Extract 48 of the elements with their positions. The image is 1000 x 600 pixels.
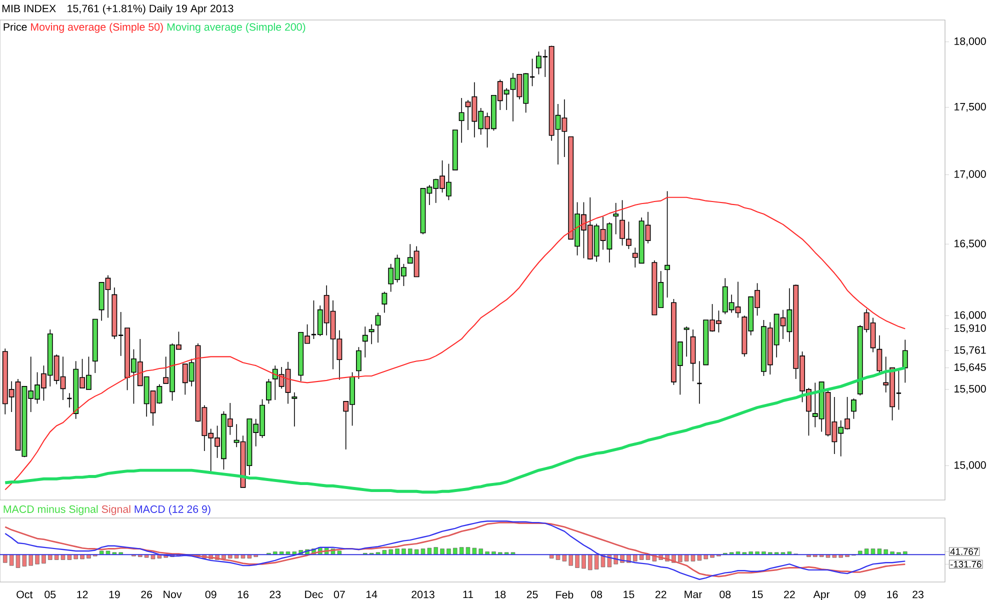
x-tick-label: 16 [238, 590, 248, 598]
x-tick-label: 2013 [412, 590, 434, 598]
y-tick-label: 15,000 [954, 461, 986, 470]
x-tick-label: Nov [164, 590, 182, 598]
x-tick-label: Dec [305, 590, 323, 598]
x-tick-label: 12 [77, 590, 88, 598]
x-tick-label: Oct [16, 590, 33, 598]
x-tick-label: 14 [366, 590, 378, 598]
text: Signal [102, 505, 130, 516]
y-tick-label: 16,000 [954, 311, 986, 320]
x-tick-label: 19 [109, 590, 120, 598]
x-tick-label: 07 [334, 590, 345, 598]
x-tick-label: 22 [655, 590, 666, 598]
x-tick-label: 05 [44, 590, 56, 598]
y-tick-label: -131.76 [950, 560, 982, 568]
x-tick-label: 08 [720, 590, 731, 598]
x-tick-label: 08 [591, 590, 602, 598]
x-tick-label: 26 [141, 590, 152, 598]
x-tick-label: 15 [624, 590, 634, 598]
x-tick-label: Feb [556, 590, 574, 599]
text: Moving average (Simple 50) [31, 22, 163, 33]
y-tick-label: 15,645 [954, 363, 986, 372]
y-tick-label: 15,761 [954, 346, 986, 356]
y-tick-label: 41.767 [950, 548, 978, 555]
x-tick-label: 23 [270, 590, 281, 598]
x-tick-label: Mar [684, 590, 702, 598]
text: Price [4, 22, 27, 31]
text: MACD (12 26 9) [134, 505, 210, 516]
x-tick-label: 25 [526, 590, 538, 598]
chart-subtitle: 15,761 (+1.81%) Daily 19 Apr 2013 [68, 4, 234, 14]
y-tick-label: 15,500 [954, 385, 986, 394]
x-tick-label: 16 [887, 590, 898, 598]
x-tick-label: 09 [854, 590, 866, 598]
x-tick-label: 11 [463, 590, 474, 598]
x-tick-label: 09 [205, 590, 216, 598]
x-tick-label: 15 [752, 590, 763, 598]
y-tick-label: 16,500 [954, 240, 986, 249]
x-tick-label: 22 [784, 590, 795, 598]
text: MACD minus Signal [4, 505, 98, 516]
x-tick-label: 23 [912, 590, 924, 598]
y-tick-label: 15,910 [954, 324, 986, 334]
x-tick-label: 18 [495, 590, 506, 598]
y-tick-label: 17,000 [954, 170, 986, 180]
text: Moving average (Simple 200) [167, 22, 306, 33]
x-tick-label: Apr [813, 590, 830, 600]
chart-title: MIB INDEX [2, 4, 56, 12]
y-tick-label: 18,000 [954, 37, 986, 46]
y-tick-label: 17,500 [954, 102, 986, 112]
